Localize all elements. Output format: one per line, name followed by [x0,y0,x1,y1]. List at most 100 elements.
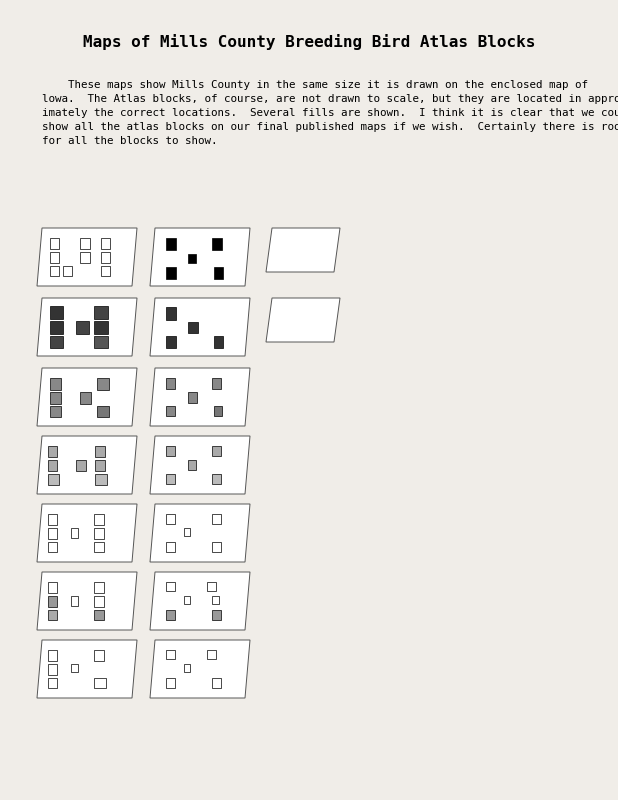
Bar [166,610,175,620]
Bar [49,406,61,418]
Bar [166,406,175,416]
Bar [184,664,190,673]
Bar [184,528,190,537]
Bar [166,678,175,688]
Bar [212,678,221,688]
Bar [212,596,219,605]
Bar [48,664,57,675]
Bar [80,238,90,249]
Bar [70,664,78,673]
Bar [95,610,104,620]
Bar [188,392,197,403]
Bar [212,542,221,552]
Bar [184,596,190,605]
Bar [49,378,61,390]
Polygon shape [150,228,250,286]
Bar [188,254,196,262]
Polygon shape [266,228,340,272]
Bar [212,610,221,620]
Bar [95,582,104,593]
Bar [80,252,90,262]
Bar [70,596,78,606]
Bar [214,336,223,349]
Bar [166,650,175,658]
Bar [166,514,175,524]
Bar [166,474,175,484]
Bar [49,392,61,404]
Polygon shape [150,572,250,630]
Polygon shape [150,436,250,494]
Bar [48,610,57,620]
Polygon shape [37,572,137,630]
Bar [63,266,72,276]
Bar [166,336,176,349]
Bar [76,321,90,334]
Bar [95,336,108,349]
Bar [48,528,57,539]
Polygon shape [37,298,137,356]
Polygon shape [150,298,250,356]
Bar [97,406,109,418]
Polygon shape [150,368,250,426]
Bar [70,528,78,538]
Text: for all the blocks to show.: for all the blocks to show. [42,136,218,146]
Bar [166,307,176,320]
Bar [48,514,57,525]
Bar [212,474,221,484]
Bar [76,460,86,470]
Bar [166,378,175,389]
Polygon shape [37,640,137,698]
Bar [166,238,176,250]
Bar [207,582,216,590]
Bar [101,266,111,276]
Bar [212,238,221,250]
Bar [49,266,59,276]
Bar [95,474,106,486]
Bar [48,460,57,470]
Bar [207,650,216,658]
Bar [95,678,106,688]
Polygon shape [150,504,250,562]
Bar [212,446,221,456]
Bar [80,392,91,404]
Bar [214,406,222,416]
Polygon shape [37,228,137,286]
Bar [166,446,175,456]
Bar [49,238,59,249]
Bar [48,446,57,457]
Text: show all the atlas blocks on our final published maps if we wish.  Certainly the: show all the atlas blocks on our final p… [42,122,618,132]
Bar [95,321,108,334]
Bar [95,596,104,607]
Bar [166,267,176,279]
Bar [101,238,111,249]
Bar [49,306,63,319]
Bar [212,514,221,524]
Bar [48,678,57,688]
Bar [166,582,175,590]
Bar [49,336,63,349]
Bar [95,306,108,319]
Text: lowa.  The Atlas blocks, of course, are not drawn to scale, but they are located: lowa. The Atlas blocks, of course, are n… [42,94,618,104]
Polygon shape [266,298,340,342]
Bar [48,474,59,486]
Bar [95,514,104,525]
Polygon shape [37,368,137,426]
Bar [101,252,111,262]
Bar [95,650,104,661]
Bar [95,528,104,539]
Bar [95,446,104,457]
Bar [212,378,221,389]
Bar [166,542,175,552]
Text: These maps show Mills County in the same size it is drawn on the enclosed map of: These maps show Mills County in the same… [42,80,588,90]
Bar [188,322,198,333]
Bar [95,542,104,552]
Bar [48,650,57,661]
Bar [188,460,196,470]
Text: imately the correct locations.  Several fills are shown.  I think it is clear th: imately the correct locations. Several f… [42,108,618,118]
Bar [48,596,57,607]
Bar [49,321,63,334]
Text: Maps of Mills County Breeding Bird Atlas Blocks: Maps of Mills County Breeding Bird Atlas… [83,34,535,50]
Polygon shape [37,504,137,562]
Bar [48,542,57,552]
Polygon shape [37,436,137,494]
